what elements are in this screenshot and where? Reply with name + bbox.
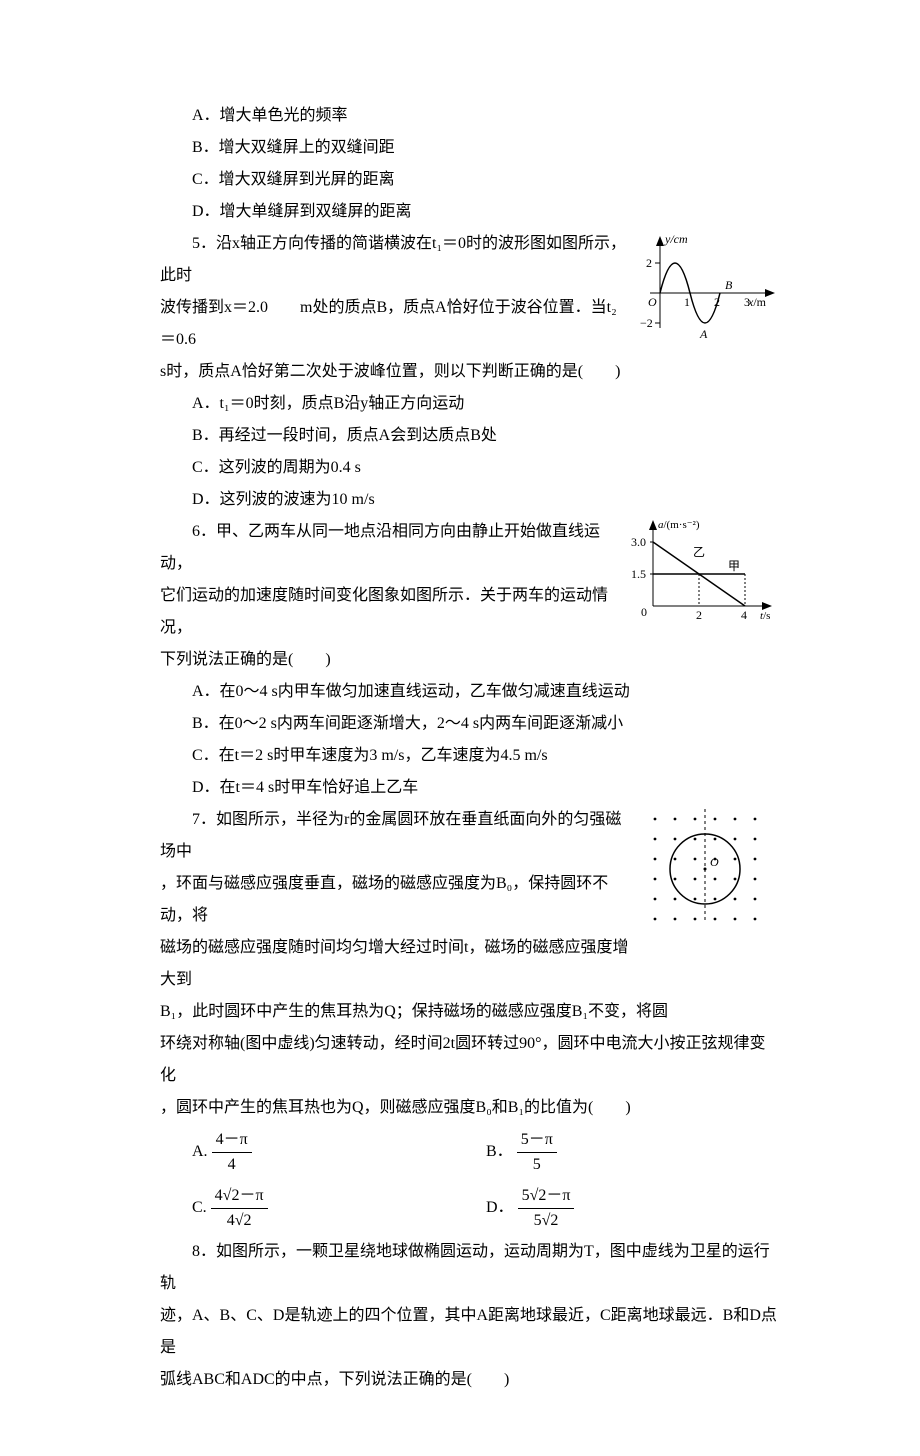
fig5-A: A — [699, 327, 708, 341]
fig6-y0: 0 — [641, 605, 647, 619]
fig6-x4: 4 — [741, 608, 747, 621]
figure-q7-field: O — [640, 804, 780, 924]
q7-options: A. 4－π4 B． 5－π5 C. 4√2－π4√2 D． 5√2－π5√2 — [192, 1124, 780, 1236]
q8-stem-line1: 8．如图所示，一颗卫星绕地球做椭圆运动，运动周期为T，图中虚线为卫星的运行轨 — [160, 1236, 780, 1300]
fig5-B: B — [725, 278, 733, 292]
q6-stem-line3: 下列说法正确的是( ) — [160, 644, 780, 676]
question-7: O 7．如图所示，半径为r的金属圆环放在垂直纸面向外的匀强磁场中 ，环面与磁感应… — [160, 804, 780, 1236]
q4-option-b: B．增大双缝屏上的双缝间距 — [160, 132, 780, 164]
fig6-ylabel: a/(m·s⁻²) — [658, 519, 700, 531]
q6-option-b: B．在0～2 s内两车间距逐渐增大，2～4 s内两车间距逐渐减小 — [160, 708, 780, 740]
q6-option-a: A．在0～4 s内甲车做匀加速直线运动，乙车做匀减速直线运动 — [160, 676, 780, 708]
q7-option-b: B． 5－π5 — [486, 1124, 780, 1180]
fig5-x3: 3 — [744, 295, 750, 309]
q5-option-a: A．t₁＝0时刻，质点B沿y轴正方向运动 — [160, 388, 780, 420]
fig5-ylabel: y/cm — [664, 232, 688, 246]
question-8: 8．如图所示，一颗卫星绕地球做椭圆运动，运动周期为T，图中虚线为卫星的运行轨 迹… — [160, 1236, 780, 1396]
q5-option-c: C．这列波的周期为0.4 s — [160, 452, 780, 484]
q5-stem-line3: s时，质点A恰好第二次处于波峰位置，则以下判断正确的是( ) — [160, 356, 780, 388]
fig6-x2: 2 — [696, 608, 702, 621]
figure-q5-wave: y/cm x/m 2 −2 O 1 2 3 B A — [640, 228, 780, 343]
q6-option-d: D．在t＝4 s时甲车恰好追上乙车 — [160, 772, 780, 804]
q7-stem-line3: 磁场的磁感应强度随时间均匀增大经过时间t，磁场的磁感应强度增大到 — [160, 932, 780, 996]
q8-stem-line2: 迹，A、B、C、D是轨迹上的四个位置，其中A距离地球最近，C距离地球最远．B和D… — [160, 1300, 780, 1364]
fig7-O: O — [710, 855, 719, 869]
fig5-origin: O — [648, 295, 657, 309]
question-5: y/cm x/m 2 −2 O 1 2 3 B A 5．沿x轴正方向传播的简谐横… — [160, 228, 780, 516]
q4-option-a: A．增大单色光的频率 — [160, 100, 780, 132]
q7-option-a: A. 4－π4 — [192, 1124, 486, 1180]
fig6-xlabel: t/s — [760, 610, 770, 621]
q7-stem-line4: B₁，此时圆环中产生的焦耳热为Q；保持磁场的磁感应强度B₁不变，将圆 — [160, 996, 780, 1028]
fig6-y30: 3.0 — [631, 535, 646, 549]
q7-stem-line5: 环绕对称轴(图中虚线)匀速转动，经时间2t圆环转过90°，圆环中电流大小按正弦规… — [160, 1028, 780, 1092]
question-6: a/(m·s⁻²) t/s 3.0 1.5 0 2 4 甲 乙 6．甲、乙两车从… — [160, 516, 780, 804]
fig6-y15: 1.5 — [631, 567, 646, 581]
q5-option-d: D．这列波的波速为10 m/s — [160, 484, 780, 516]
q8-stem-line3: 弧线ABC和ADC的中点，下列说法正确的是( ) — [160, 1364, 780, 1396]
q7-option-d: D． 5√2－π5√2 — [486, 1180, 780, 1236]
q4-option-c: C．增大双缝屏到光屏的距离 — [160, 164, 780, 196]
fig6-jia: 甲 — [728, 559, 740, 573]
fig5-y2: 2 — [646, 256, 652, 270]
q6-option-c: C．在t＝2 s时甲车速度为3 m/s，乙车速度为4.5 m/s — [160, 740, 780, 772]
fig6-yi: 乙 — [693, 545, 705, 559]
q5-option-b: B．再经过一段时间，质点A会到达质点B处 — [160, 420, 780, 452]
q7-stem-line6: ，圆环中产生的焦耳热也为Q，则磁感应强度B₀和B₁的比值为( ) — [160, 1092, 780, 1124]
fig5-x1: 1 — [684, 295, 690, 309]
q4-option-d: D．增大单缝屏到双缝屏的距离 — [160, 196, 780, 228]
fig5-yn2: −2 — [640, 316, 653, 330]
figure-q6-graph: a/(m·s⁻²) t/s 3.0 1.5 0 2 4 甲 乙 — [625, 516, 780, 621]
q7-option-c: C. 4√2－π4√2 — [192, 1180, 486, 1236]
